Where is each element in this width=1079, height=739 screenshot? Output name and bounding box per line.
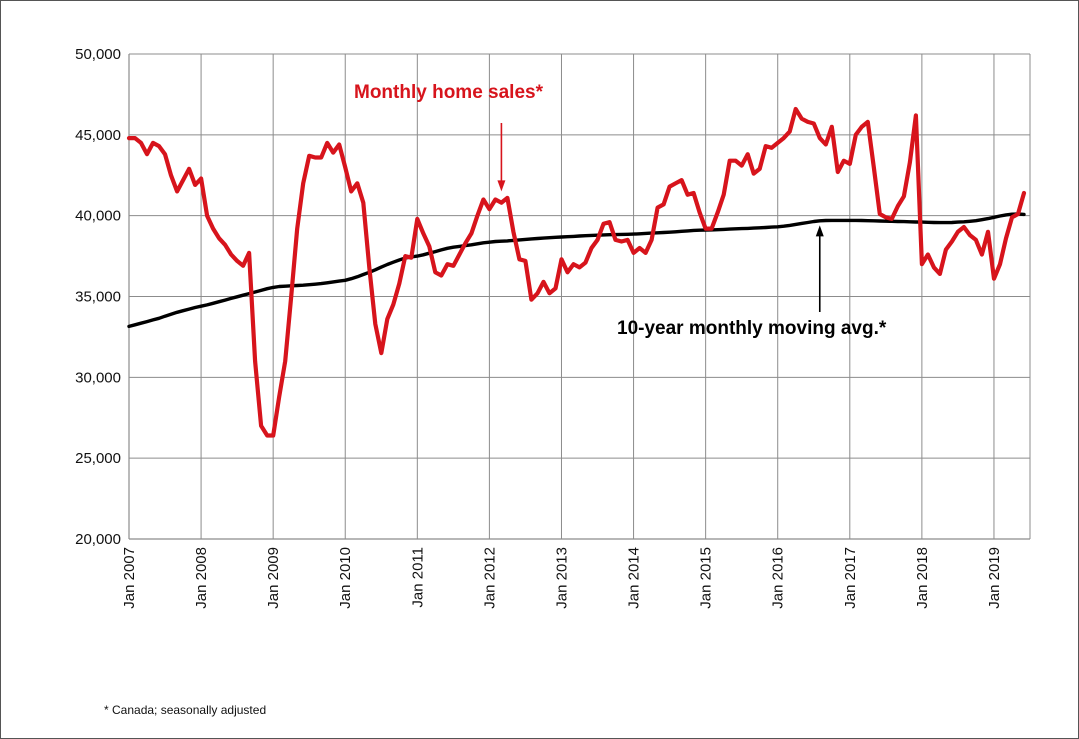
x-tick-label: Jan 2011	[409, 547, 426, 608]
x-tick-label: Jan 2008	[193, 547, 210, 609]
y-tick-label: 50,000	[75, 46, 121, 63]
x-tick-label: Jan 2015	[698, 547, 715, 609]
y-tick-label: 35,000	[75, 289, 121, 306]
y-tick-label: 40,000	[75, 208, 121, 225]
x-tick-label: Jan 2018	[914, 547, 931, 609]
series-lines	[126, 106, 1027, 438]
x-tick-label: Jan 2019	[986, 547, 1003, 609]
x-tick-label: Jan 2016	[770, 547, 787, 609]
y-axis-tick-labels: 20,000 25,000 30,000 35,000 40,000 45,000 50,0…	[75, 46, 121, 548]
x-tick-label: Jan 2014	[626, 547, 643, 609]
annotations: Monthly home sales* 10-year monthly movin…	[354, 82, 887, 339]
x-axis-tick-labels: Jan 2007 Jan 2008 Jan 2009 Jan 2010 Jan 2011…	[121, 547, 1003, 609]
annotation-arrowhead	[497, 180, 506, 192]
x-tick-label: Jan 2013	[553, 547, 570, 609]
series-line-moving-average	[127, 212, 1026, 329]
y-tick-label: 45,000	[75, 127, 121, 144]
y-tick-label: 20,000	[75, 531, 121, 548]
annotation-label-moving-average: 10-year monthly moving avg.*	[617, 318, 887, 339]
y-tick-label: 30,000	[75, 369, 121, 386]
annotation-arrowhead	[815, 225, 824, 237]
x-tick-label: Jan 2010	[337, 547, 354, 609]
y-tick-label: 25,000	[75, 450, 121, 467]
footnote: * Canada; seasonally adjusted	[104, 703, 267, 717]
annotation-label-monthly-sales: Monthly home sales*	[354, 82, 544, 103]
gridlines	[128, 53, 1031, 540]
series-line-monthly-home-sales	[126, 106, 1027, 438]
x-tick-label: Jan 2017	[842, 547, 859, 609]
x-tick-label: Jan 2009	[265, 547, 282, 609]
x-tick-label: Jan 2012	[481, 547, 498, 609]
x-tick-label: Jan 2007	[121, 547, 138, 609]
